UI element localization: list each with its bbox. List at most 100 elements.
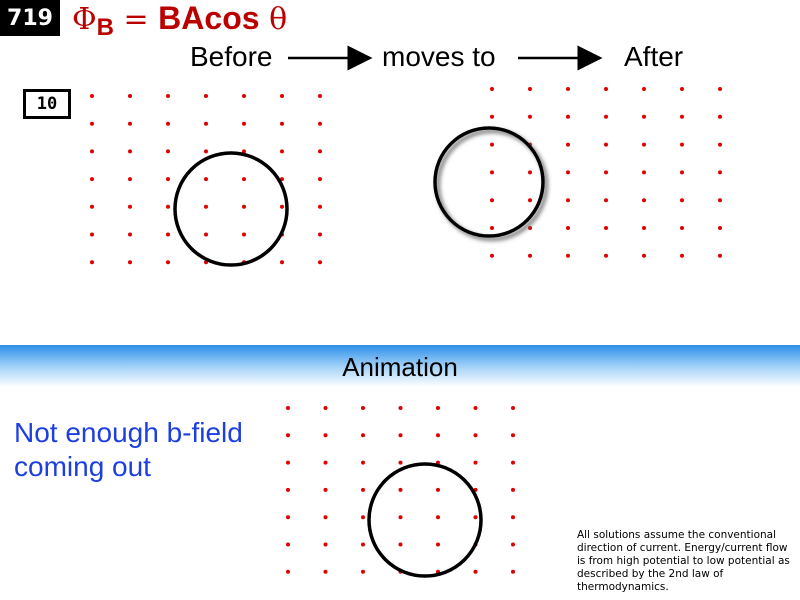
field-dot-animation (323, 433, 328, 438)
field-dot-after (680, 253, 684, 258)
flux-formula: ΦB = BAcos θ (72, 0, 287, 41)
explanation-note: Not enough b-field coming out (14, 416, 243, 484)
field-dot-before (242, 204, 246, 209)
field-dot-animation (286, 569, 290, 574)
field-dot-before (242, 94, 246, 98)
field-dot-before (128, 149, 132, 154)
field-dot-animation (511, 433, 515, 438)
field-dot-after (528, 253, 532, 258)
equals: = (113, 2, 159, 37)
field-dot-after (528, 114, 532, 119)
field-dot-before (90, 204, 94, 209)
field-dot-animation (436, 406, 440, 410)
field-dot-after (680, 114, 684, 119)
before-label: Before (190, 41, 273, 72)
field-dot-animation (398, 515, 403, 520)
field-dot-after (642, 142, 646, 147)
field-dot-before (204, 149, 208, 154)
field-dot-before (128, 260, 132, 265)
field-dot-before (280, 121, 284, 126)
field-dot-animation (511, 542, 515, 547)
field-dot-animation (323, 406, 328, 410)
field-dot-after (528, 170, 532, 175)
field-dot-animation (361, 487, 365, 492)
field-dot-after (566, 114, 570, 119)
field-dot-before (128, 94, 132, 98)
field-dot-before (204, 232, 208, 237)
field-dot-before (166, 149, 170, 154)
field-dot-before (318, 94, 322, 98)
field-dot-after (642, 198, 646, 203)
field-dot-before (166, 94, 170, 98)
field-dot-animation (511, 460, 515, 465)
field-dot-animation (286, 460, 290, 465)
field-dot-before (318, 260, 322, 265)
ba-term: BA (158, 0, 205, 36)
field-dot-before (90, 232, 94, 237)
field-dot-animation (473, 433, 478, 438)
field-dot-before (166, 260, 170, 265)
field-dot-animation (436, 515, 440, 520)
field-dot-animation (511, 515, 515, 520)
field-dot-after (718, 87, 722, 91)
field-dot-after (490, 114, 494, 119)
field-dot-after (642, 170, 646, 175)
field-dot-after (490, 198, 494, 203)
field-dot-after (490, 253, 494, 258)
field-dot-after (718, 253, 722, 258)
field-dot-before (318, 204, 322, 209)
field-dot-animation (361, 460, 365, 465)
field-dot-after (566, 226, 570, 230)
field-dot-before (204, 204, 208, 209)
field-dot-after (566, 170, 570, 175)
cos-term: cos (204, 0, 260, 36)
field-dot-animation (286, 406, 290, 410)
field-dot-after (680, 170, 684, 175)
field-dot-animation (323, 487, 328, 492)
field-dot-after (680, 142, 684, 147)
field-dot-after (680, 226, 684, 230)
field-dot-after (604, 226, 608, 230)
field-dot-after (566, 253, 570, 258)
field-dot-after (718, 170, 722, 175)
field-dot-before (128, 177, 132, 182)
field-dot-animation (511, 487, 515, 492)
loop-animation[interactable] (367, 462, 483, 578)
field-dot-animation (323, 515, 328, 520)
field-dot-before (204, 94, 208, 98)
animation-label[interactable]: Animation (342, 352, 458, 382)
field-dot-animation (398, 406, 403, 410)
loop-before (173, 151, 289, 267)
field-dot-before (90, 149, 94, 154)
field-dot-before (242, 177, 246, 182)
field-dot-animation (398, 460, 403, 465)
field-dot-animation (473, 515, 478, 520)
field-dot-before (166, 204, 170, 209)
field-dot-animation (286, 433, 290, 438)
phi-symbol: Φ (72, 2, 97, 37)
field-dot-after (718, 226, 722, 230)
field-dot-after (604, 198, 608, 203)
field-dot-animation (473, 460, 478, 465)
field-dot-after (528, 87, 532, 91)
problem-number-box: 10 (23, 89, 71, 119)
field-dot-animation (511, 406, 515, 410)
field-dot-after (490, 142, 494, 147)
note-line-2: coming out (14, 451, 151, 482)
field-dot-before (242, 232, 246, 237)
field-dot-animation (323, 569, 328, 574)
field-dot-after (718, 114, 722, 119)
moves-to-label: moves to (382, 41, 496, 72)
field-dot-before (280, 149, 284, 154)
field-dot-animation (361, 406, 365, 410)
field-dot-before (242, 149, 246, 154)
field-dot-before (318, 232, 322, 237)
field-dot-before (280, 94, 284, 98)
field-dot-after (718, 198, 722, 203)
loop-after (433, 126, 545, 238)
field-dot-animation (398, 542, 403, 547)
field-dot-before (90, 121, 94, 126)
phi-subscript: B (96, 14, 114, 41)
field-dot-before (204, 177, 208, 182)
